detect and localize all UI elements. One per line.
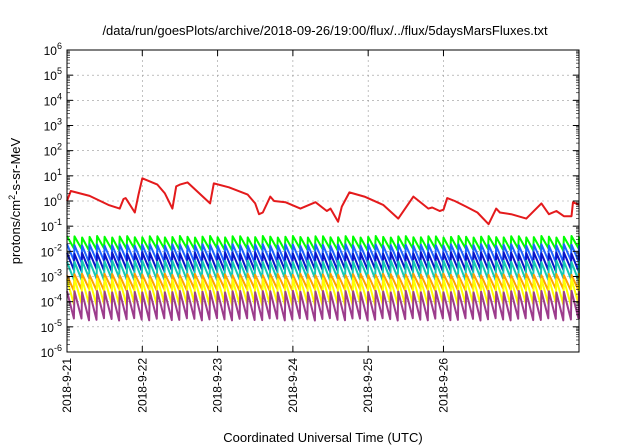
x-tick-label: 2018-9-21 <box>60 358 74 413</box>
y-tick-label: 101 <box>44 167 62 184</box>
y-axis-label-suffix: -s-sr-MeV <box>8 137 23 194</box>
y-tick-exponent: -4 <box>54 293 62 303</box>
x-tick-label: 2018-9-24 <box>286 358 300 413</box>
y-tick-label: 10-4 <box>41 293 62 310</box>
y-axis-label-sup: 2 <box>7 195 17 200</box>
y-axis-label: protons/cm2-s-sr-MeV <box>7 137 23 264</box>
y-tick-exponent: 0 <box>57 192 62 202</box>
series-line-6 <box>66 272 580 292</box>
series-line-8 <box>66 289 580 322</box>
chart-title: /data/run/goesPlots/archive/2018-09-26/1… <box>102 23 548 38</box>
y-tick-label: 10-5 <box>41 318 62 335</box>
y-tick-base: 10 <box>41 346 55 360</box>
y-tick-label: 10-1 <box>41 217 62 234</box>
y-tick-exponent: 1 <box>57 167 62 177</box>
y-tick-label: 105 <box>44 66 62 83</box>
y-tick-exponent: -3 <box>54 268 62 278</box>
y-tick-label: 10-6 <box>41 343 62 360</box>
y-tick-base: 10 <box>44 44 58 58</box>
y-tick-label: 10-3 <box>41 268 62 285</box>
y-tick-base: 10 <box>41 220 55 234</box>
series-line-2 <box>66 235 580 252</box>
series-lines <box>66 177 580 322</box>
y-tick-exponent: -1 <box>54 217 62 227</box>
y-axis-ticks: 10-610-510-410-310-210-11001011021031041… <box>41 41 579 360</box>
series-line-5 <box>66 259 580 282</box>
series-line-7 <box>66 277 580 307</box>
y-tick-base: 10 <box>44 94 58 108</box>
y-tick-exponent: -5 <box>54 318 62 328</box>
series-line-1 <box>66 177 580 226</box>
x-tick-label: 2018-9-23 <box>211 358 225 413</box>
x-tick-label: 2018-9-22 <box>135 358 149 413</box>
y-tick-base: 10 <box>41 271 55 285</box>
y-tick-label: 102 <box>44 142 62 159</box>
y-tick-base: 10 <box>41 296 55 310</box>
series-line-4 <box>66 251 580 273</box>
y-tick-label: 104 <box>44 91 62 108</box>
y-tick-base: 10 <box>44 120 58 134</box>
y-tick-base: 10 <box>44 170 58 184</box>
y-tick-exponent: 3 <box>57 117 62 127</box>
y-tick-exponent: 2 <box>57 142 62 152</box>
y-tick-base: 10 <box>41 245 55 259</box>
x-tick-label: 2018-9-26 <box>436 358 450 413</box>
y-tick-base: 10 <box>44 69 58 83</box>
y-tick-label: 100 <box>44 192 62 209</box>
y-tick-label: 10-2 <box>41 242 62 259</box>
y-tick-exponent: 4 <box>57 91 62 101</box>
x-axis-label: Coordinated Universal Time (UTC) <box>223 430 422 445</box>
y-tick-base: 10 <box>44 195 58 209</box>
y-tick-exponent: 6 <box>57 41 62 51</box>
y-tick-exponent: 5 <box>57 66 62 76</box>
y-tick-label: 103 <box>44 117 62 134</box>
y-tick-exponent: -2 <box>54 242 62 252</box>
y-tick-label: 106 <box>44 41 62 58</box>
y-tick-exponent: -6 <box>54 343 62 353</box>
y-axis-label-prefix: protons/cm <box>8 200 23 264</box>
series-line-3 <box>66 243 580 264</box>
y-tick-base: 10 <box>41 321 55 335</box>
x-axis-ticks: 2018-9-21 2018-9-22 2018-9-23 2018-9-24 2018… <box>60 50 450 413</box>
x-tick-label: 2018-9-25 <box>361 358 375 413</box>
y-tick-base: 10 <box>44 145 58 159</box>
